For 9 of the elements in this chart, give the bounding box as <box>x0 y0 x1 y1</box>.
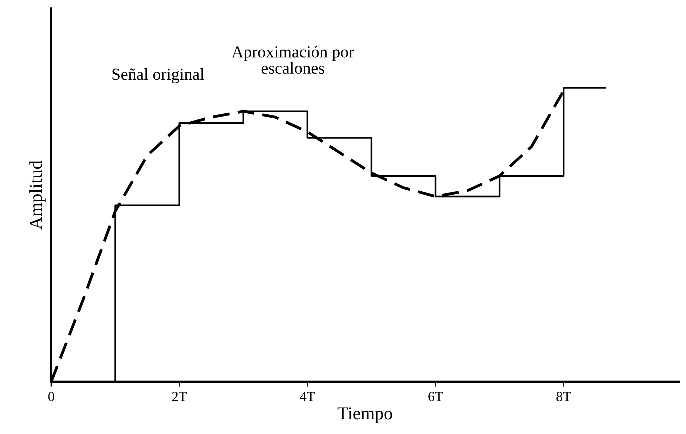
x-tick-label: 6T <box>428 392 444 402</box>
x-tick-label: 0 <box>48 392 54 402</box>
y-axis-title: Amplitud <box>30 160 46 230</box>
x-tick-label: 8T <box>556 392 572 402</box>
x-axis-title: Tiempo <box>338 408 392 424</box>
x-tick-label: 2T <box>172 392 188 402</box>
text: Señal original <box>112 68 204 84</box>
text: Aproximación por escalones <box>232 46 354 74</box>
x-tick-label: 4T <box>300 392 316 402</box>
